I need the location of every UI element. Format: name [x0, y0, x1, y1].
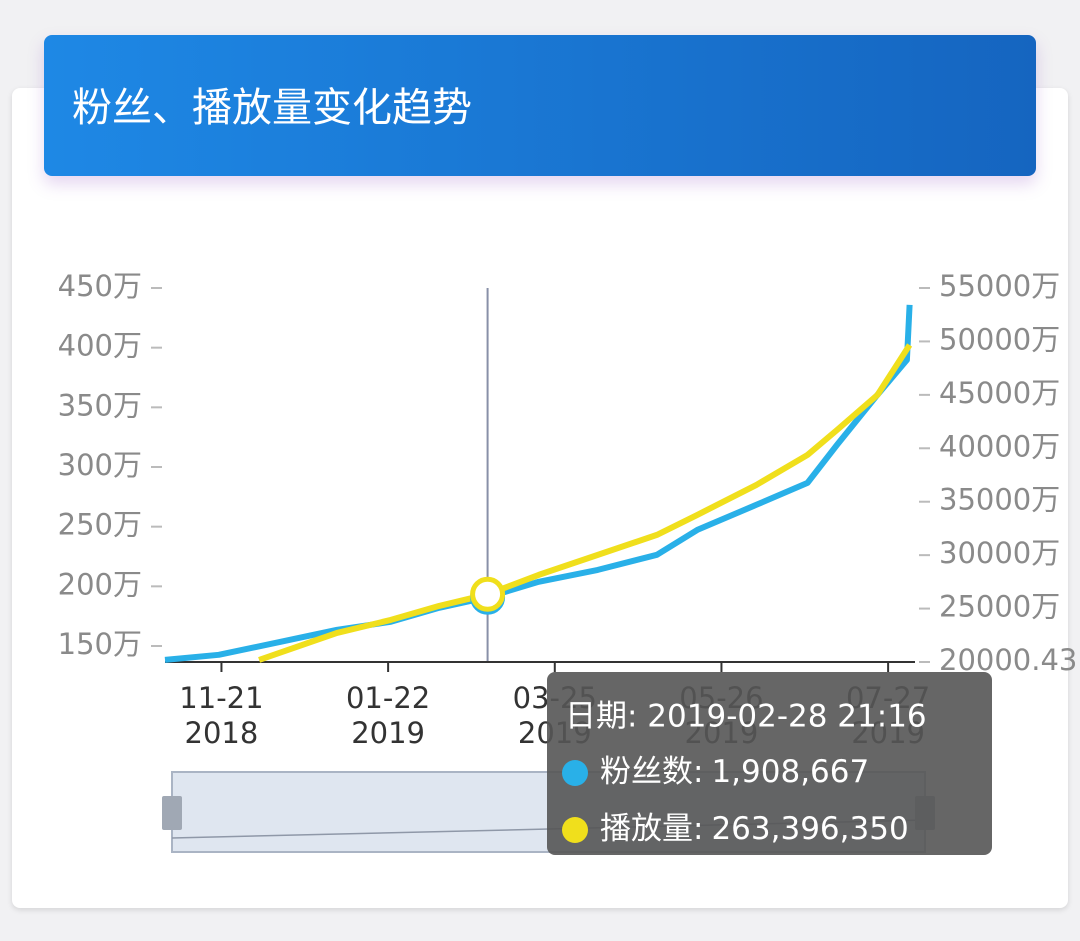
chart-title: 粉丝、播放量变化趋势 — [72, 85, 472, 131]
header: 粉丝、播放量变化趋势 — [44, 35, 1036, 176]
y-tick-label: 450万 — [58, 269, 142, 303]
y2-tick-label: 55000万 — [939, 269, 1060, 303]
tooltip-value: 1,908,667 — [711, 754, 869, 790]
x-tick-label: 11-21 — [179, 681, 263, 715]
tooltip-title: 日期: 2019-02-28 21:16 — [565, 699, 927, 735]
y-tick-label: 150万 — [58, 627, 142, 661]
series-line — [164, 304, 913, 663]
legend-dot — [562, 817, 588, 843]
y-tick-label: 300万 — [58, 448, 142, 482]
tooltip-row: 粉丝数: 1,908,667 — [600, 754, 869, 790]
x-tick-year: 2018 — [185, 716, 259, 750]
series-line — [258, 343, 913, 663]
y-tick-label: 250万 — [58, 508, 142, 542]
y2-tick-label: 35000万 — [939, 483, 1060, 517]
y2-tick-label: 20000.43 — [939, 643, 1077, 677]
tooltip-box — [547, 672, 992, 855]
y-tick-label: 350万 — [58, 388, 142, 422]
highlight-point — [470, 576, 506, 612]
tooltip-value: 263,396,350 — [711, 811, 908, 847]
y2-tick-label: 25000万 — [939, 590, 1060, 624]
y-tick-label: 200万 — [58, 567, 142, 601]
zoom-handle — [162, 796, 182, 830]
y2-tick-label: 45000万 — [939, 376, 1060, 410]
y-tick-label: 400万 — [58, 329, 142, 363]
y2-tick-label: 50000万 — [939, 322, 1060, 356]
tooltip-label: 粉丝数: — [600, 754, 703, 790]
x-tick-label: 01-22 — [346, 681, 430, 715]
tooltip-row: 播放量: 263,396,350 — [600, 811, 909, 847]
y2-tick-label: 30000万 — [939, 536, 1060, 570]
legend-dot — [562, 760, 588, 786]
x-tick-year: 2019 — [351, 716, 425, 750]
tooltip-label: 播放量: — [600, 811, 703, 847]
y2-tick-label: 40000万 — [939, 429, 1060, 463]
